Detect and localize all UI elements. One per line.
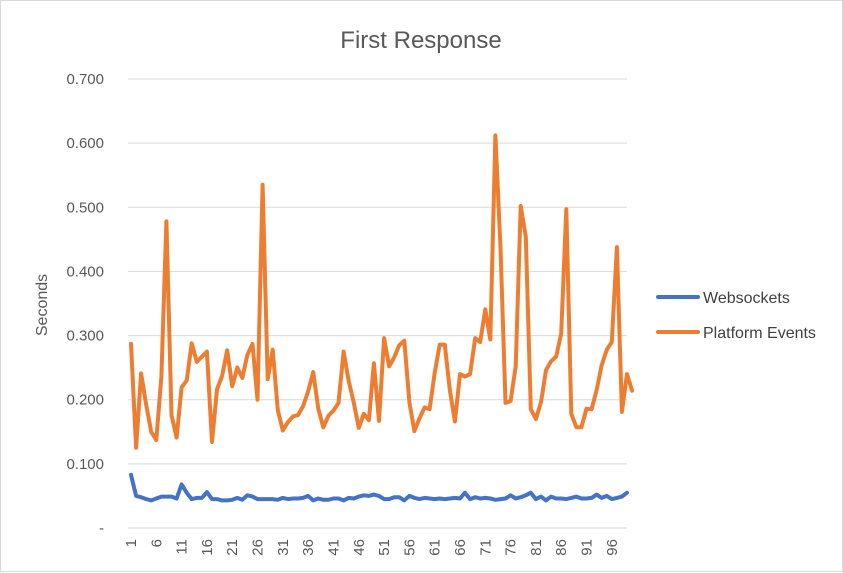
x-tick-label: 56 — [401, 539, 418, 556]
y-tick-label: - — [99, 520, 104, 537]
x-tick-label: 71 — [477, 539, 494, 556]
x-tick-label: 31 — [275, 539, 292, 556]
x-tick-label: 91 — [579, 539, 596, 556]
y-tick-label: 0.300 — [66, 328, 104, 345]
series-lines — [129, 133, 635, 503]
y-tick-label: 0.700 — [66, 71, 104, 88]
x-tick-label: 46 — [351, 539, 368, 556]
x-tick-label: 76 — [503, 539, 520, 556]
series-line-websockets — [129, 472, 629, 503]
x-tick-label: 81 — [528, 539, 545, 556]
x-tick-label: 41 — [325, 539, 342, 556]
x-tick-label: 6 — [148, 539, 165, 547]
x-axis-ticks: 1 6 11 16 21 26 31 36 41 46 51 56 61 66 71 76 81 86 91 96 — [123, 539, 621, 556]
chart-title: First Response — [340, 27, 501, 54]
y-axis-title: Seconds — [34, 274, 51, 336]
gridlines — [128, 78, 627, 529]
x-tick-label: 11 — [174, 539, 191, 555]
x-tick-label: 51 — [376, 539, 393, 556]
series-line-platform-events — [129, 133, 635, 450]
x-tick-label: 96 — [604, 539, 621, 556]
y-tick-label: 0.100 — [66, 456, 104, 473]
x-tick-label: 21 — [224, 539, 241, 556]
y-tick-label: 0.400 — [66, 263, 104, 280]
y-tick-label: 0.600 — [66, 135, 104, 152]
x-tick-label: 36 — [300, 539, 317, 556]
y-axis-ticks: - 0.100 0.200 0.300 0.400 0.500 0.600 0.700 — [66, 71, 104, 537]
legend: Websockets Platform Events — [656, 290, 816, 342]
x-tick-label: 61 — [427, 539, 444, 556]
x-tick-label: 66 — [452, 539, 469, 556]
legend-label: Platform Events — [703, 325, 816, 342]
x-tick-label: 1 — [123, 539, 140, 547]
y-tick-label: 0.500 — [66, 199, 104, 216]
x-tick-label: 26 — [250, 539, 267, 556]
x-tick-label: 86 — [553, 539, 570, 556]
legend-label: Websockets — [703, 290, 790, 307]
y-tick-label: 0.200 — [66, 392, 104, 409]
x-tick-label: 16 — [199, 539, 216, 556]
